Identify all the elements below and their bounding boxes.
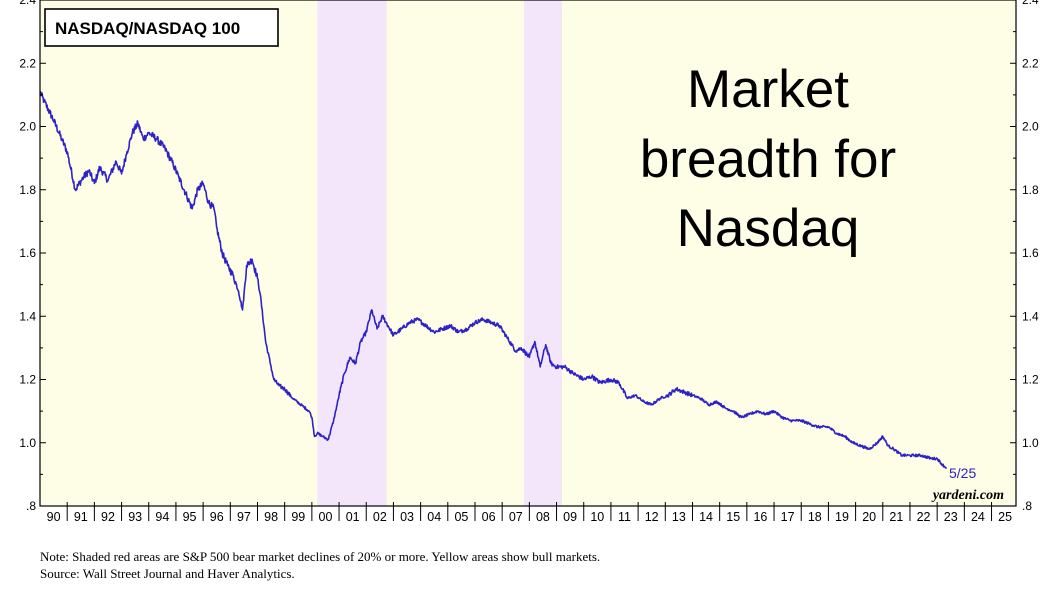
y-tick-label-right: 2.0 (1022, 120, 1039, 134)
y-axis-left: .8 1.0 1.2 1.4 1.6 1.8 2.0 2.2 2.4 (19, 0, 46, 513)
y-tick-label-right: 1.6 (1022, 246, 1039, 260)
bear-market-band (317, 0, 387, 506)
y-tick-label-right: .8 (1022, 499, 1032, 513)
x-tick-label: 05 (454, 510, 468, 524)
chart: .8 1.0 1.2 1.4 1.6 1.8 2.0 2.2 2.4 .8 1.0 1.2 1.4 1.… (19, 0, 1039, 524)
annotation-line-2: breadth for (640, 130, 896, 189)
x-tick-label: 96 (210, 510, 224, 524)
x-tick-label: 91 (74, 510, 88, 524)
x-tick-label: 22 (917, 510, 931, 524)
y-tick-label-right: 2.4 (1022, 0, 1039, 7)
x-tick-label: 94 (155, 510, 169, 524)
x-tick-label: 17 (781, 510, 795, 524)
x-tick-label: 21 (889, 510, 903, 524)
y-tick-label-left: .8 (26, 499, 36, 513)
annotation: Market breadth for Nasdaq (640, 60, 896, 258)
y-tick-label-left: 1.6 (19, 246, 36, 260)
x-tick-label: 10 (590, 510, 604, 524)
x-tick-label: 09 (563, 510, 577, 524)
background-bands (40, 0, 1016, 506)
x-tick-label: 99 (291, 510, 305, 524)
x-tick-label: 20 (862, 510, 876, 524)
annotation-line-1: Market (687, 60, 849, 119)
x-tick-label: 07 (509, 510, 523, 524)
x-tick-label: 98 (264, 510, 278, 524)
x-tick-label: 03 (400, 510, 414, 524)
x-tick-label: 97 (237, 510, 251, 524)
y-axis-right: .8 1.0 1.2 1.4 1.6 1.8 2.0 2.2 2.4 (1010, 0, 1039, 513)
x-tick-label: 12 (645, 510, 659, 524)
legend-box: NASDAQ/NASDAQ 100 (44, 8, 279, 47)
x-tick-label: 14 (699, 510, 713, 524)
y-tick-label-left: 2.4 (19, 0, 36, 7)
x-tick-label: 16 (753, 510, 767, 524)
y-tick-label-left: 1.8 (19, 183, 36, 197)
x-tick-label: 06 (482, 510, 496, 524)
y-tick-label-right: 1.0 (1022, 436, 1039, 450)
y-tick-label-left: 2.2 (19, 56, 36, 70)
annotation-line-3: Nasdaq (677, 199, 860, 258)
x-tick-label: 02 (373, 510, 387, 524)
y-tick-label-right: 1.8 (1022, 183, 1039, 197)
x-tick-label: 23 (944, 510, 958, 524)
x-tick-label: 90 (47, 510, 61, 524)
footnote-source: Source: Wall Street Journal and Haver An… (40, 566, 295, 581)
y-tick-label-left: 2.0 (19, 120, 36, 134)
y-tick-label-left: 1.4 (19, 309, 36, 323)
legend-frame (44, 8, 279, 47)
y-tick-label-left: 1.2 (19, 373, 36, 387)
x-tick-label: 92 (101, 510, 115, 524)
legend-label: NASDAQ/NASDAQ 100 (55, 19, 240, 38)
x-tick-label: 00 (319, 510, 333, 524)
y-tick-label-left: 1.0 (19, 436, 36, 450)
x-tick-label: 93 (128, 510, 142, 524)
x-tick-label: 01 (346, 510, 360, 524)
x-tick-label: 24 (971, 510, 985, 524)
x-tick-label: 15 (726, 510, 740, 524)
y-tick-label-right: 2.2 (1022, 56, 1039, 70)
x-tick-label: 19 (835, 510, 849, 524)
series-line-layer (39, 90, 947, 469)
x-tick-label: 25 (998, 510, 1012, 524)
y-tick-label-right: 1.2 (1022, 373, 1039, 387)
footnote-note: Note: Shaded red areas are S&P 500 bear … (40, 549, 601, 564)
x-tick-label: 11 (618, 510, 631, 524)
x-tick-label: 18 (808, 510, 822, 524)
source-watermark: yardeni.com (931, 488, 1004, 503)
x-tick-label: 95 (183, 510, 197, 524)
x-axis: 90 91 92 93 94 95 96 97 98 99 00 01 02 03 04 05 06 07 08 09… (39, 502, 1012, 524)
bear-market-band (523, 0, 562, 506)
y-tick-label-right: 1.4 (1022, 309, 1039, 323)
series-line (39, 90, 947, 469)
end-value-label: 5/25 (949, 465, 976, 481)
x-tick-label: 04 (427, 510, 441, 524)
x-tick-label: 13 (672, 510, 686, 524)
x-tick-label: 08 (536, 510, 550, 524)
